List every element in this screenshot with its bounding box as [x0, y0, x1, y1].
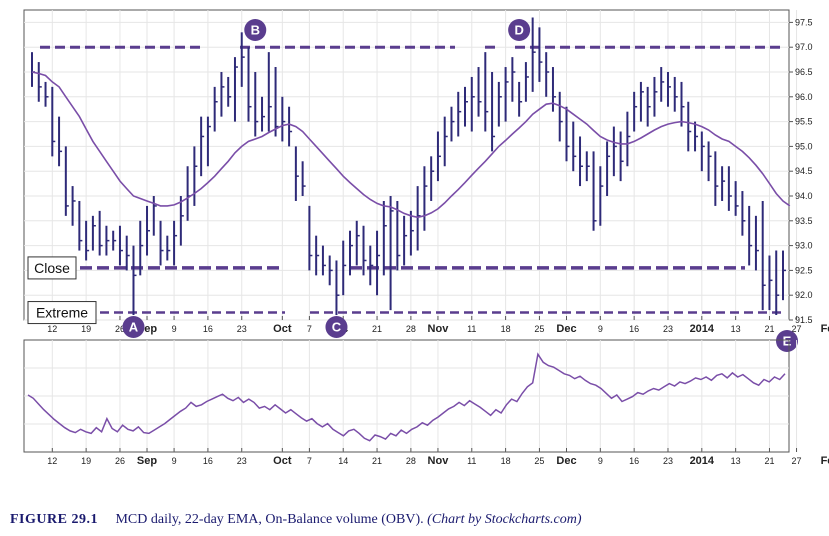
x-tick-label: Dec: [556, 455, 576, 467]
marker-a: A: [122, 316, 145, 338]
x-tick-label: 23: [237, 456, 247, 466]
y-tick-label: 97.0: [795, 42, 813, 52]
x-tick-label: 25: [534, 456, 544, 466]
x-tick-label: 21: [764, 324, 774, 334]
x-tick-label: 12: [47, 324, 57, 334]
y-tick-label: 92.0: [795, 290, 813, 300]
marker-circle: [325, 316, 348, 338]
extreme-label: Extreme: [27, 301, 97, 325]
x-tick-label: 11: [467, 456, 476, 466]
x-tick-label: 11: [467, 324, 476, 334]
y-tick-label: 94.5: [795, 166, 813, 176]
x-tick-label: 23: [663, 456, 673, 466]
figure-number: FIGURE 29.1: [10, 512, 98, 527]
extreme-label-text: Extreme: [36, 305, 88, 321]
caption-text: MCD daily, 22-day EMA, On-Balance volume…: [115, 512, 424, 527]
close-label-box: [27, 256, 77, 280]
x-tick-label: 16: [203, 324, 213, 334]
x-tick-label: 12: [47, 456, 57, 466]
marker-circle: [508, 19, 531, 41]
ema-22-line: [31, 71, 791, 219]
x-tick-label: 16: [203, 456, 213, 466]
markers: A B C D E: [122, 19, 798, 352]
guide-labels: Close Extreme: [27, 256, 97, 325]
y-tick-label: 96.5: [795, 67, 813, 77]
y-tick-label: 91.5: [795, 315, 813, 325]
marker-c: C: [325, 316, 348, 338]
y-tick-label: 93.0: [795, 241, 813, 251]
marker-d: D: [508, 19, 531, 41]
x-tick-label: Dec: [556, 323, 576, 335]
y-tick-label: 93.5: [795, 216, 813, 226]
y-tick-label: 95.5: [795, 117, 813, 127]
y-tick-label: 97.5: [795, 17, 813, 27]
x-tick-label: Nov: [428, 455, 450, 467]
x-tick-label: 18: [501, 324, 511, 334]
x-tick-label: 21: [372, 324, 382, 334]
x-tick-label: 13: [731, 324, 741, 334]
x-tick-label: 2014: [690, 323, 715, 335]
obv-x-axis: 12 19 26 Sep 9 16 23 Oct 7 14 21 28 Nov 11 18 25 Dec 9 16 2…: [47, 448, 829, 467]
x-tick-label: 19: [81, 456, 91, 466]
marker-letter: C: [332, 320, 342, 335]
marker-letter: B: [251, 23, 260, 38]
extreme-label-box: [27, 301, 97, 325]
y-tick-label: 95.0: [795, 141, 813, 151]
y-tick-label: 92.5: [795, 265, 813, 275]
x-tick-label: 27: [792, 324, 802, 334]
x-tick-label: 7: [307, 324, 312, 334]
x-tick-label: 16: [629, 324, 639, 334]
x-tick-label: 2014: [690, 455, 715, 467]
y-tick-label: 96.0: [795, 92, 813, 102]
price-panel-frame: [23, 9, 790, 321]
x-tick-label: 9: [598, 324, 603, 334]
marker-circle: [122, 316, 145, 338]
x-tick-label: 7: [307, 456, 312, 466]
x-tick-label: Feb: [821, 323, 829, 335]
price-y-axis: 91.5 92.0 92.5 93.0 93.5 94.0 94.5 95.0 95.5 96.0…: [789, 17, 813, 325]
x-tick-label: 16: [629, 456, 639, 466]
x-tick-label: 26: [115, 324, 125, 334]
x-tick-label: Feb: [821, 455, 829, 467]
x-tick-label: 21: [372, 456, 382, 466]
marker-b: B: [244, 19, 267, 41]
marker-letter: D: [514, 23, 523, 38]
x-tick-label: 27: [792, 456, 802, 466]
x-tick-label: 23: [237, 324, 247, 334]
obv-grid: [24, 340, 798, 452]
x-tick-label: 9: [172, 456, 177, 466]
x-tick-label: 9: [172, 324, 177, 334]
guide-lines: [40, 45, 785, 314]
y-tick-label: 94.0: [795, 191, 813, 201]
close-label-text: Close: [34, 260, 70, 276]
figure-caption: FIGURE 29.1 MCD daily, 22-day EMA, On-Ba…: [10, 512, 820, 528]
marker-letter: A: [129, 320, 139, 335]
obv-line: [27, 352, 786, 442]
x-tick-label: Oct: [273, 323, 292, 335]
x-tick-label: 23: [663, 324, 673, 334]
marker-circle: [244, 19, 267, 41]
price-x-axis: 121926Sep91623Oct7142128Nov111825Dec9162…: [47, 316, 829, 335]
marker-letter: E: [783, 334, 792, 349]
x-tick-label: 9: [598, 456, 603, 466]
marker-circle: [776, 330, 798, 352]
marker-e: E: [776, 330, 798, 352]
x-tick-label: 19: [81, 324, 91, 334]
x-tick-label: Sep: [137, 455, 157, 467]
x-tick-label: 25: [534, 324, 544, 334]
x-tick-label: 21: [764, 456, 774, 466]
caption-credit: (Chart by Stockcharts.com): [427, 512, 582, 527]
x-tick-label: 18: [501, 456, 511, 466]
x-tick-label: 28: [406, 324, 416, 334]
x-tick-label: 28: [406, 456, 416, 466]
price-bars: [31, 17, 786, 316]
close-label: Close: [27, 256, 77, 280]
x-tick-label: 14: [338, 456, 348, 466]
x-tick-label: Oct: [273, 455, 292, 467]
x-tick-label: 13: [731, 456, 741, 466]
x-tick-label: Nov: [428, 323, 450, 335]
x-tick-label: 26: [115, 456, 125, 466]
